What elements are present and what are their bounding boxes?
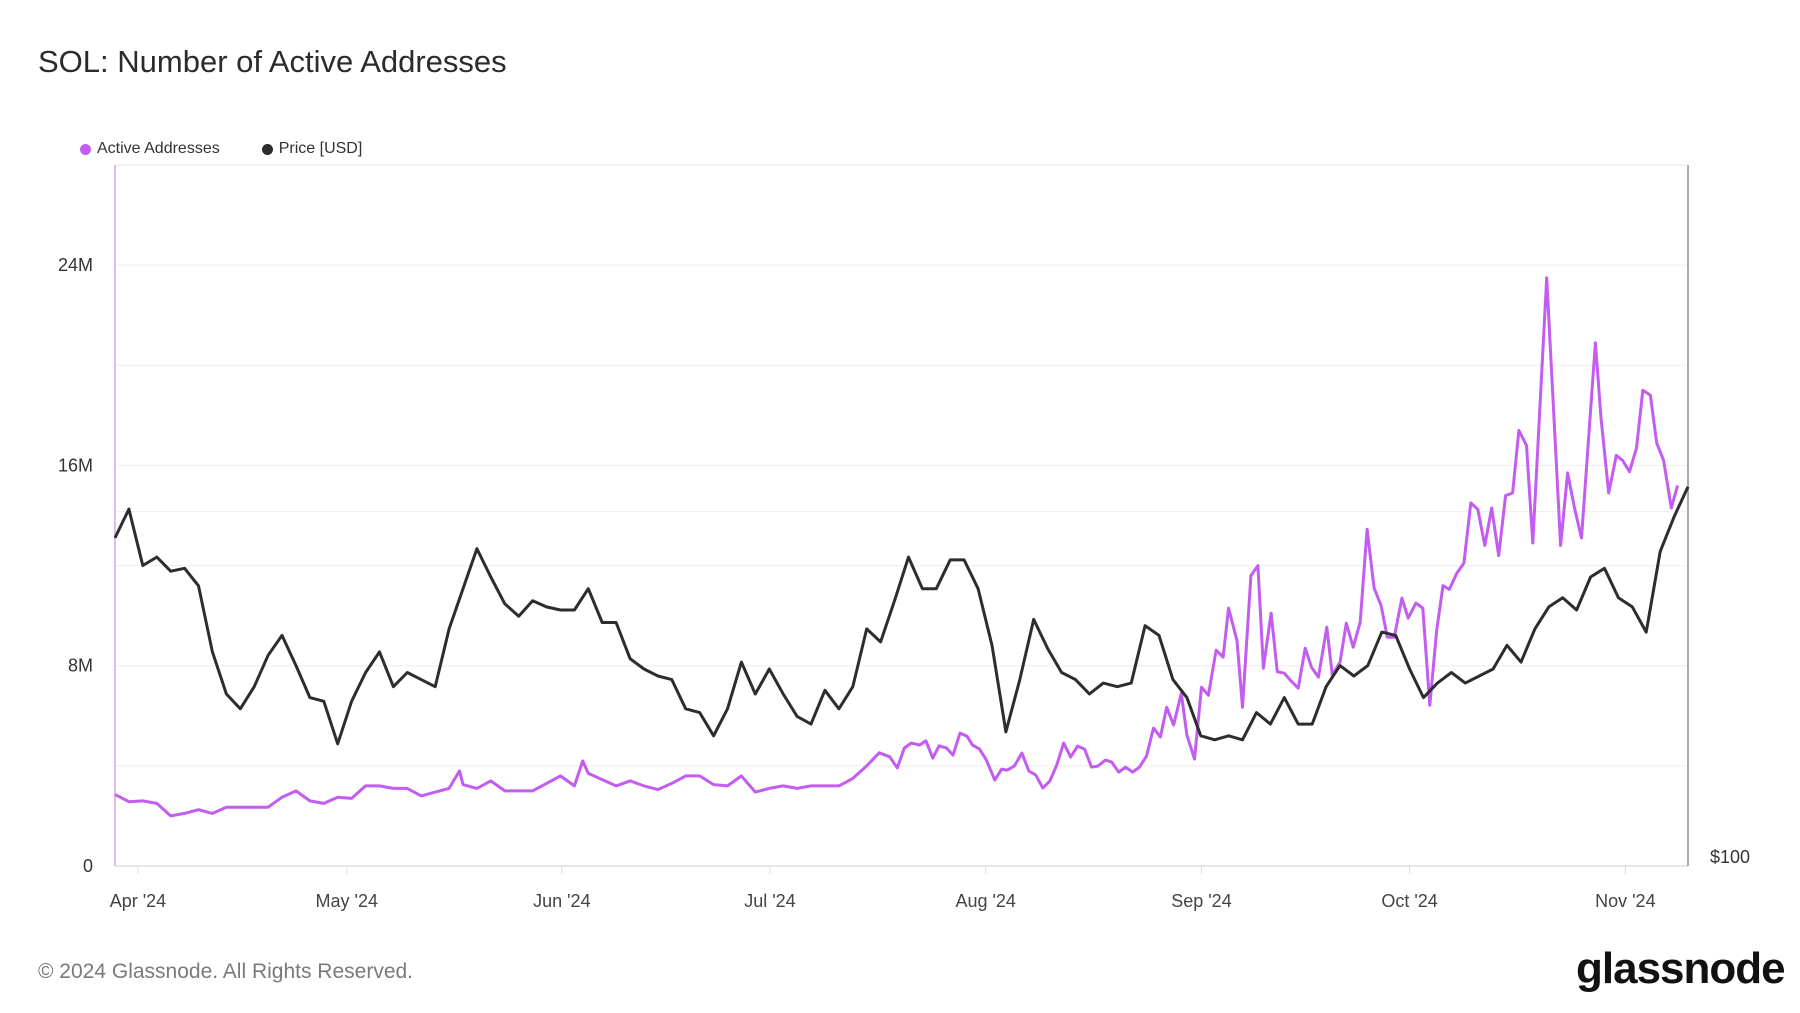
chart-legend: Active Addresses Price [USD] [80, 140, 362, 158]
legend-label: Price [USD] [278, 140, 363, 157]
y-axis-tick-label: 16M [58, 455, 93, 475]
y-axis-tick-label: 24M [58, 255, 93, 275]
x-axis-tick-label: Nov '24 [1595, 891, 1655, 911]
x-axis-tick-label: Aug '24 [955, 891, 1016, 911]
legend-dot-icon [80, 143, 91, 155]
x-axis-tick-label: May '24 [316, 891, 378, 911]
chart-title: SOL: Number of Active Addresses [38, 44, 507, 79]
series-line-price [113, 486, 1690, 746]
x-axis-tick-label: Apr '24 [110, 891, 166, 911]
legend-item-price[interactable]: Price [USD] [261, 140, 363, 158]
series-line-active-addresses [114, 276, 1680, 818]
glassnode-logo: glassnode [1576, 944, 1786, 993]
y-axis-tick-label: 8M [68, 656, 93, 676]
x-axis-tick-label: Sep '24 [1171, 891, 1232, 911]
x-axis-tick-label: Oct '24 [1381, 891, 1437, 911]
y-right-tick-label: $100 [1710, 847, 1750, 867]
y-axis-tick-label: 0 [83, 856, 93, 876]
x-axis-tick-label: Jul '24 [744, 891, 795, 911]
legend-label: Active Addresses [97, 140, 220, 157]
x-axis-tick-label: Jun '24 [533, 891, 590, 911]
copyright-text: © 2024 Glassnode. All Rights Reserved. [38, 960, 414, 983]
legend-dot-icon [261, 143, 273, 155]
legend-item-active-addresses[interactable]: Active Addresses [80, 140, 220, 158]
